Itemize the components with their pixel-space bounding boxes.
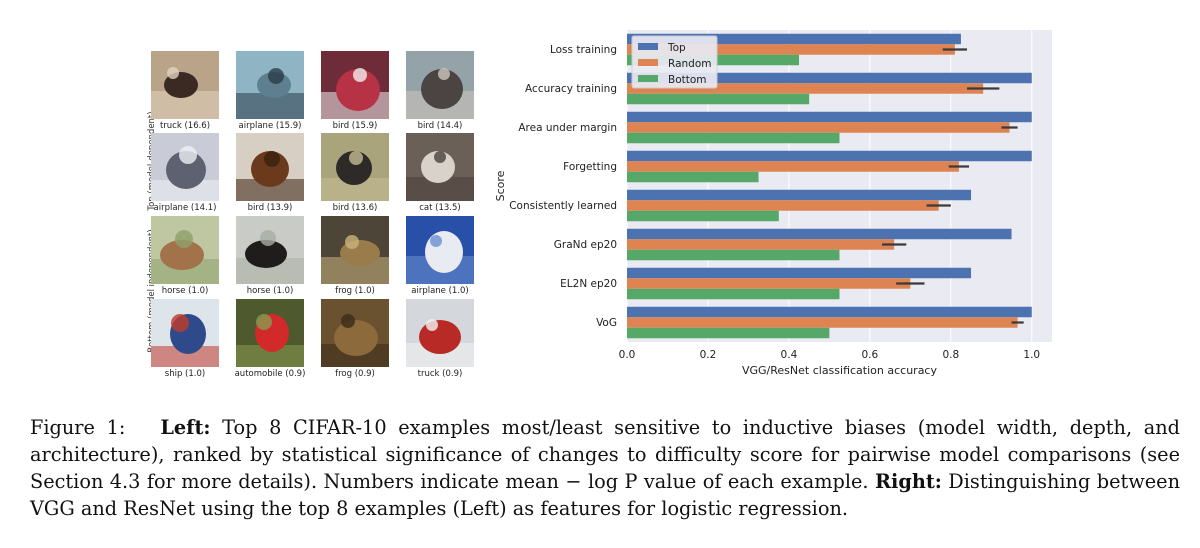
x-tick-label: 0.4 bbox=[781, 349, 798, 361]
bar-top bbox=[627, 150, 1032, 162]
bar-top bbox=[627, 33, 961, 45]
bar-top bbox=[627, 267, 972, 279]
ostrich-photo-icon bbox=[321, 133, 389, 201]
thumbnail-label: bird (13.6) bbox=[332, 203, 378, 213]
bar-random bbox=[627, 239, 895, 250]
bar-random bbox=[627, 278, 911, 289]
category-label: Consistently learned bbox=[509, 200, 617, 212]
bar-random bbox=[627, 122, 1010, 133]
x-tick-label: 1.0 bbox=[1023, 349, 1040, 361]
thumbnail-label: horse (1.0) bbox=[246, 286, 294, 296]
thumbnail-label: airplane (15.9) bbox=[238, 121, 302, 131]
thumbnail-label: cat (13.5) bbox=[419, 203, 461, 213]
bar-bottom bbox=[627, 327, 830, 339]
thumbnail-label: horse (1.0) bbox=[161, 286, 209, 296]
bar-random bbox=[627, 200, 939, 211]
x-tick-label: 0.8 bbox=[942, 349, 959, 361]
category-label: Area under margin bbox=[518, 122, 617, 134]
category-label: EL2N ep20 bbox=[560, 278, 617, 290]
car-photo-icon bbox=[236, 299, 304, 367]
example-grid: Top (model-dependent) Bottom (model inde… bbox=[0, 0, 474, 400]
black-horse-photo-icon bbox=[236, 216, 304, 284]
jet-photo-icon bbox=[406, 216, 474, 284]
legend-swatch-random bbox=[638, 59, 658, 66]
x-tick-label: 0.0 bbox=[619, 349, 636, 361]
figure-caption: Figure 1: Left: Top 8 CIFAR-10 examples … bbox=[30, 414, 1180, 522]
caption-left-label: Left: bbox=[160, 416, 211, 439]
thumbnail-label: frog (0.9) bbox=[335, 369, 375, 379]
fire-truck-photo-icon bbox=[406, 299, 474, 367]
legend-swatch-bottom bbox=[638, 75, 658, 82]
ship-photo-icon bbox=[151, 299, 219, 367]
frog-photo-icon bbox=[321, 216, 389, 284]
thumbnail-label: truck (16.6) bbox=[159, 121, 211, 131]
bar-random bbox=[627, 44, 955, 55]
category-label: Accuracy training bbox=[525, 83, 617, 95]
y-axis-label: Score bbox=[494, 170, 507, 201]
bar-random bbox=[627, 161, 959, 172]
toad-photo-icon bbox=[321, 299, 389, 367]
bar-top bbox=[627, 228, 1012, 240]
caption-prefix: Figure 1: bbox=[30, 416, 126, 439]
bar-bottom bbox=[627, 249, 840, 261]
category-label: GraNd ep20 bbox=[554, 239, 617, 251]
thumbnail-label: airplane (1.0) bbox=[411, 286, 469, 296]
thumbnail-label: airplane (14.1) bbox=[153, 203, 217, 213]
category-label: VoG bbox=[596, 317, 617, 329]
bar-top bbox=[627, 306, 1032, 318]
kiwi-bird-photo-icon bbox=[236, 133, 304, 201]
x-tick-label: 0.2 bbox=[700, 349, 717, 361]
thumbnail-label: ship (1.0) bbox=[164, 369, 206, 379]
caption-left-text: Top 8 CIFAR-10 examples most/least sensi… bbox=[30, 416, 1180, 493]
thumbnail-label: frog (1.0) bbox=[335, 286, 375, 296]
category-label: Forgetting bbox=[563, 161, 617, 173]
bar-bottom bbox=[627, 132, 840, 144]
bar-bottom bbox=[627, 210, 779, 222]
category-label: Loss training bbox=[550, 44, 617, 56]
accuracy-bar-chart: Loss training Accuracy training Area under… bbox=[494, 30, 1052, 377]
legend-label-random: Random bbox=[668, 58, 711, 70]
horse-photo-icon bbox=[151, 216, 219, 284]
bird-photo-icon bbox=[406, 51, 474, 119]
legend-label-bottom: Bottom bbox=[668, 74, 707, 86]
bar-top bbox=[627, 111, 1032, 123]
bar-top bbox=[627, 189, 972, 201]
cat-photo-icon bbox=[406, 133, 474, 201]
vehicle-photo-icon bbox=[236, 51, 304, 119]
thumbnail-label: truck (0.9) bbox=[417, 369, 463, 379]
bar-bottom bbox=[627, 93, 810, 105]
legend-swatch-top bbox=[638, 43, 658, 50]
bar-top bbox=[627, 72, 1032, 84]
bar-random bbox=[627, 83, 984, 94]
thumbnail-label: bird (14.4) bbox=[417, 121, 463, 131]
person-photo-icon bbox=[151, 51, 219, 119]
airplane-photo-icon bbox=[151, 133, 219, 201]
x-axis-label: VGG/ResNet classification accuracy bbox=[742, 364, 937, 377]
caption-right-text: Distinguishing between VGG and ResNet us… bbox=[30, 470, 1180, 520]
bar-bottom bbox=[627, 171, 759, 183]
bar-random bbox=[627, 317, 1018, 328]
thumbnail-label: bird (13.9) bbox=[247, 203, 293, 213]
bar-bottom bbox=[627, 288, 840, 300]
x-tick-label: 0.6 bbox=[862, 349, 879, 361]
legend-label-top: Top bbox=[667, 42, 686, 54]
caption-right-label: Right: bbox=[874, 470, 942, 493]
cockatoo-photo-icon bbox=[321, 51, 389, 119]
thumbnail-label: bird (15.9) bbox=[332, 121, 378, 131]
thumbnail-label: automobile (0.9) bbox=[234, 369, 306, 379]
